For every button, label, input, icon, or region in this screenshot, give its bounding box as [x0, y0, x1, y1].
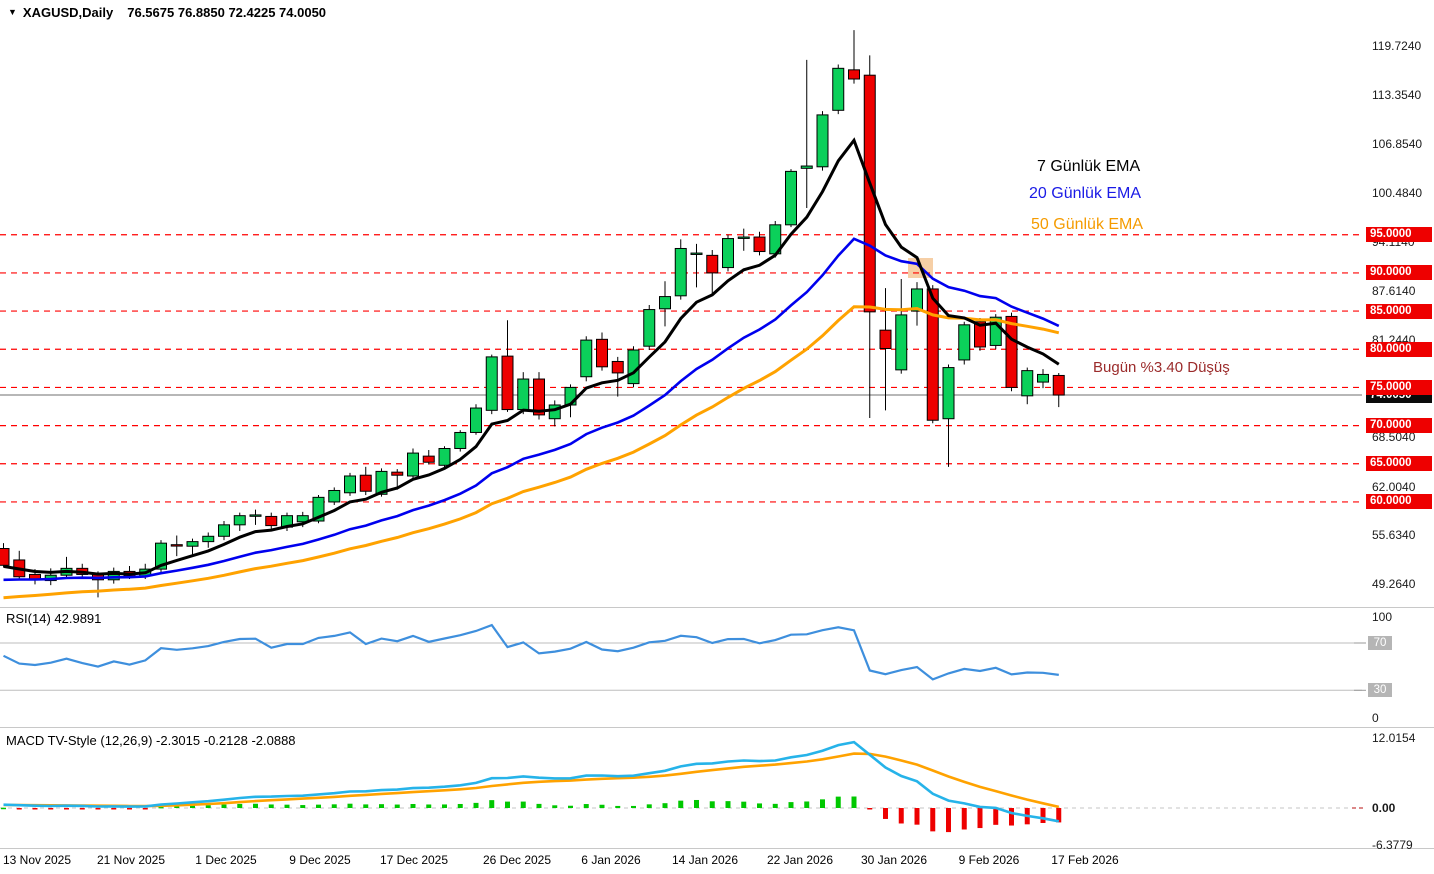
candlestick-series [0, 30, 1065, 598]
macd-axis-bottom: -6.3779 [1372, 838, 1413, 852]
level-price-badge: 80.0000 [1366, 341, 1432, 357]
date-tick-label: 17 Dec 2025 [379, 853, 449, 867]
price-tick-label: 100.4840 [1372, 185, 1423, 200]
ema50-line [3, 305, 1060, 600]
price-tick-label: 106.8540 [1372, 137, 1423, 152]
level-price-badge: 85.0000 [1366, 303, 1432, 319]
macd-axis-top: 12.0154 [1372, 731, 1416, 745]
level-price-badge: 90.0000 [1366, 265, 1432, 281]
price-tick-label: 49.2640 [1372, 576, 1416, 591]
price-tick-label: 68.5040 [1372, 430, 1416, 444]
rsi-line [3, 623, 1059, 681]
date-tick-label: 17 Feb 2026 [1051, 853, 1119, 867]
level-lines [0, 234, 1362, 503]
symbol-dropdown-icon[interactable]: ▼ [8, 7, 17, 17]
price-tick-label: 87.6140 [1372, 284, 1416, 299]
date-tick-label: 26 Dec 2025 [482, 853, 552, 867]
price-tick-label: 62.0040 [1372, 479, 1416, 494]
macd-pane [0, 740, 1366, 833]
legend-ema7: 7 Günlük EMA [1037, 158, 1141, 175]
level-price-badge: 75.0000 [1366, 379, 1432, 395]
legend-ema50: 50 Günlük EMA [1031, 216, 1144, 233]
price-tick-label: 113.3540 [1372, 87, 1422, 102]
date-tick-label: 14 Jan 2026 [671, 853, 739, 867]
daily-change-annotation: Bugün %3.40 Düşüş [1093, 359, 1230, 376]
rsi-axis-30-badge: 30 [1368, 683, 1392, 697]
ema20-line [3, 237, 1060, 582]
date-tick-label: 13 Nov 2025 [2, 853, 72, 867]
price-tick-label: 55.6340 [1372, 528, 1416, 543]
rsi-axis-0: 0 [1372, 711, 1379, 725]
level-price-badge: 95.0000 [1366, 227, 1432, 243]
pane-separators [0, 607, 1434, 849]
price-tick-label: 119.7240 [1372, 39, 1422, 53]
ohlc-quote: 76.5675 76.8850 72.4225 74.0050 [127, 5, 327, 20]
level-price-badge: 70.0000 [1366, 418, 1432, 434]
macd-indicator-label: MACD TV-Style (12,26,9) -2.3015 -0.2128 … [6, 733, 296, 748]
chart-title-bar: ▼ XAGUSD,Daily 76.5675 76.8850 72.4225 7… [8, 5, 326, 20]
date-tick-label: 6 Jan 2026 [581, 853, 641, 867]
rsi-indicator-label: RSI(14) 42.9891 [6, 611, 102, 626]
macd-line [3, 740, 1060, 823]
date-tick-label: 9 Dec 2025 [289, 853, 351, 867]
legend-ema20: 20 Günlük EMA [1029, 185, 1142, 202]
ema7-line [3, 137, 1060, 576]
symbol-name: XAGUSD,Daily [22, 5, 114, 20]
level-price-badge: 65.0000 [1366, 456, 1432, 472]
date-tick-label: 21 Nov 2025 [96, 853, 166, 867]
rsi-pane [0, 623, 1366, 691]
rsi-axis-100: 100 [1372, 610, 1393, 624]
rsi-axis-70-badge: 70 [1368, 636, 1392, 650]
date-tick-label: 30 Jan 2026 [860, 853, 928, 867]
macd-axis-zero: 0.00 [1372, 801, 1396, 815]
macd-signal-line [3, 752, 1060, 809]
date-tick-label: 9 Feb 2026 [958, 853, 1020, 867]
date-tick-label: 1 Dec 2025 [195, 853, 257, 867]
date-tick-label: 22 Jan 2026 [766, 853, 834, 867]
level-price-badge: 60.0000 [1366, 494, 1432, 510]
